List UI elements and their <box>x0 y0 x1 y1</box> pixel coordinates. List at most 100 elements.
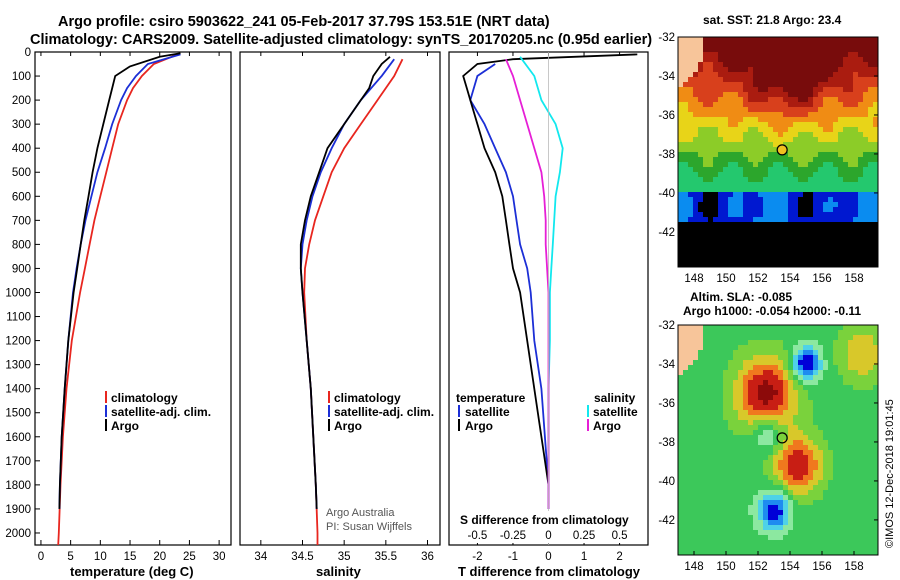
map-cell <box>823 435 828 440</box>
map-cell <box>843 237 848 242</box>
map-cell <box>728 242 733 247</box>
map-cell <box>708 445 713 450</box>
map-cell <box>718 525 723 530</box>
map-cell <box>713 217 718 222</box>
depth-tick-label: 900 <box>12 263 31 275</box>
map-cell <box>723 425 728 430</box>
map-cell <box>868 350 873 355</box>
map-cell <box>738 485 743 490</box>
map-cell <box>853 520 858 525</box>
map-cell <box>793 330 798 335</box>
map-cell <box>778 157 783 162</box>
map-cell <box>863 192 868 197</box>
map-cell <box>873 340 878 345</box>
map-cell <box>868 440 873 445</box>
sst-map-panel: sat. SST: 21.8 Argo: 23.4 -32-34-36-38-4… <box>658 13 879 285</box>
map-cell <box>748 440 753 445</box>
map-cell <box>833 390 838 395</box>
map-cell <box>858 535 863 540</box>
map-cell <box>693 107 698 112</box>
map-cell <box>693 350 698 355</box>
map-cell <box>873 545 878 550</box>
map-cell <box>853 47 858 52</box>
map-cell <box>768 435 773 440</box>
map-cell <box>828 530 833 535</box>
map-cell <box>753 247 758 252</box>
map-cell <box>818 102 823 107</box>
map-cell <box>773 480 778 485</box>
map-cell <box>773 335 778 340</box>
map-cell <box>813 335 818 340</box>
map-cell <box>733 72 738 77</box>
map-cell <box>728 142 733 147</box>
lat-tick-label: -40 <box>658 476 675 488</box>
map-cell <box>783 410 788 415</box>
map-cell <box>738 242 743 247</box>
map-cell <box>838 360 843 365</box>
map-cell <box>828 375 833 380</box>
map-cell <box>738 400 743 405</box>
map-cell <box>708 247 713 252</box>
map-cell <box>783 525 788 530</box>
map-cell <box>758 355 763 360</box>
map-cell <box>788 545 793 550</box>
map-cell <box>773 242 778 247</box>
map-cell <box>793 242 798 247</box>
map-cell <box>848 187 853 192</box>
map-cell <box>748 42 753 47</box>
map-cell <box>783 112 788 117</box>
map-cell <box>743 242 748 247</box>
map-cell <box>873 182 878 187</box>
map-cell <box>873 375 878 380</box>
map-cell <box>703 122 708 127</box>
map-cell <box>818 122 823 127</box>
map-cell <box>818 325 823 330</box>
map-cell <box>703 42 708 47</box>
map-cell <box>783 237 788 242</box>
map-cell <box>708 355 713 360</box>
map-cell <box>768 410 773 415</box>
map-cell <box>833 450 838 455</box>
map-cell <box>708 262 713 267</box>
map-cell <box>688 430 693 435</box>
map-cell <box>848 192 853 197</box>
map-cell <box>803 212 808 217</box>
map-cell <box>813 415 818 420</box>
map-cell <box>743 440 748 445</box>
map-cell <box>773 545 778 550</box>
map-cell <box>823 187 828 192</box>
map-cell <box>738 187 743 192</box>
map-cell <box>858 420 863 425</box>
map-cell <box>838 237 843 242</box>
map-cell <box>708 147 713 152</box>
map-cell <box>678 122 683 127</box>
map-cell <box>763 77 768 82</box>
map-cell <box>858 550 863 555</box>
map-cell <box>738 540 743 545</box>
map-cell <box>838 460 843 465</box>
map-cell <box>768 460 773 465</box>
map-cell <box>833 545 838 550</box>
map-cell <box>858 102 863 107</box>
map-cell <box>773 237 778 242</box>
map-cell <box>768 97 773 102</box>
map-cell <box>848 107 853 112</box>
map-cell <box>723 37 728 42</box>
map-cell <box>778 550 783 555</box>
map-cell <box>808 370 813 375</box>
map-cell <box>683 237 688 242</box>
map-cell <box>793 430 798 435</box>
map-cell <box>698 485 703 490</box>
map-cell <box>843 475 848 480</box>
map-cell <box>723 72 728 77</box>
map-cell <box>793 470 798 475</box>
map-cell <box>693 480 698 485</box>
map-cell <box>798 380 803 385</box>
map-cell <box>803 545 808 550</box>
map-cell <box>843 345 848 350</box>
map-cell <box>743 540 748 545</box>
map-cell <box>678 385 683 390</box>
map-cell <box>863 202 868 207</box>
map-cell <box>853 162 858 167</box>
map-cell <box>858 97 863 102</box>
